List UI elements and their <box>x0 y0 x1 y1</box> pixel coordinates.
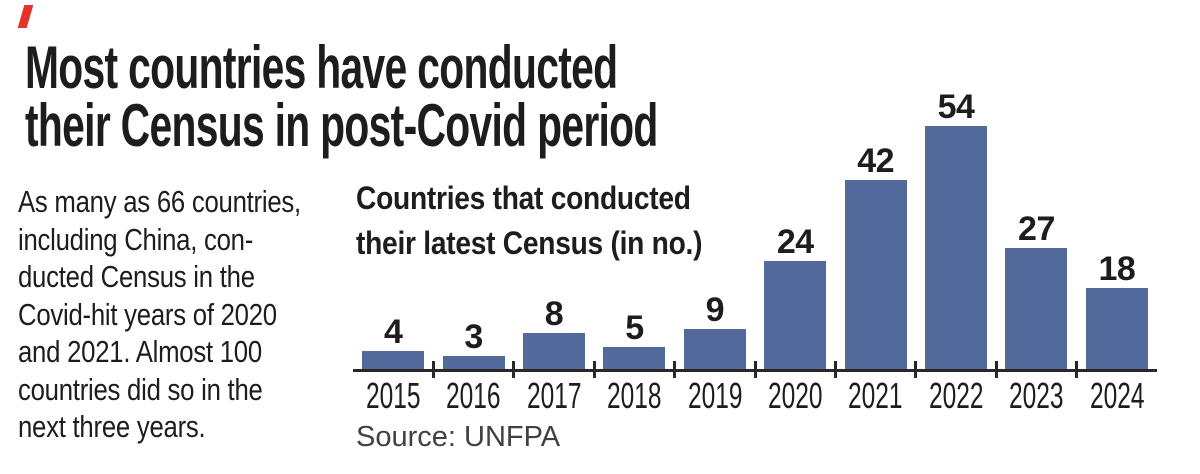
summary-line: ducted Census in the <box>18 259 255 294</box>
bar-2017 <box>523 333 586 369</box>
summary-line: and 2021. Almost 100 <box>18 334 262 369</box>
summary-line: As many as 66 countries, <box>18 184 301 219</box>
x-tick-label-2023: 2023 <box>1009 375 1064 416</box>
bar-slot-2021: 42 <box>835 144 915 369</box>
x-tick-label-2015: 2015 <box>365 375 421 416</box>
bar-slot-2015: 4 <box>353 315 433 369</box>
summary-line: next three years. <box>18 409 206 444</box>
x-tick-label-2016: 2016 <box>446 375 501 416</box>
bar-2018 <box>603 346 666 369</box>
bar-2019 <box>683 328 746 369</box>
x-tick-label-2020: 2020 <box>768 375 823 416</box>
bar-slot-2018: 5 <box>594 308 674 369</box>
bar-slot-2023: 27 <box>996 209 1076 369</box>
bar-slot-2017: 8 <box>514 297 594 369</box>
bar-2023 <box>1005 247 1068 369</box>
page-title: Most countries have conducted their Cens… <box>25 34 658 159</box>
x-tick-label-2018: 2018 <box>607 375 662 416</box>
bar-value-label-2020: 24 <box>776 223 814 261</box>
brand-accent-mark <box>17 5 34 28</box>
chart-title-line-2: their latest Census (in no.) <box>356 225 703 261</box>
bar-slot-2022: 54 <box>916 90 996 369</box>
x-tick-label-2019: 2019 <box>687 375 743 416</box>
bar-value-label-2024: 18 <box>1098 250 1136 288</box>
bar-value-label-2019: 9 <box>705 290 725 329</box>
page-title-line-2: their Census in post-Covid period <box>25 92 658 159</box>
summary-line: including China, con- <box>18 221 254 257</box>
bar-value-label-2023: 27 <box>1018 209 1055 248</box>
x-axis-labels: 2015 2016 2017 2018 2019 2020 2021 2022 2023 2024 <box>353 375 1157 416</box>
x-tick-label-2024: 2024 <box>1089 375 1145 416</box>
bar-slot-2024: 18 <box>1077 252 1157 369</box>
bar-value-label-2015: 4 <box>383 313 403 351</box>
x-tick-label-2022: 2022 <box>928 375 984 416</box>
page-title-line-1: Most countries have conducted <box>25 34 618 101</box>
x-axis-line <box>353 369 1157 372</box>
bar-2015 <box>362 351 425 369</box>
bars-row: 4 3 8 5 9 24 42 54 27 18 <box>353 90 1157 369</box>
summary-line: countries did so in the <box>18 371 263 407</box>
bar-value-label-2022: 54 <box>937 88 975 126</box>
bar-value-label-2016: 3 <box>464 317 483 356</box>
bar-value-label-2018: 5 <box>625 308 644 347</box>
source-note: Source: UNFPA <box>356 421 561 453</box>
bar-2020 <box>764 261 827 369</box>
chart-title: Countries that conducted their latest Ce… <box>356 176 702 266</box>
x-tick-label-2021: 2021 <box>848 375 903 416</box>
summary-text: As many as 66 countries, including China… <box>18 183 301 446</box>
bar-2016 <box>442 355 505 369</box>
x-tick-label-2017: 2017 <box>526 375 582 416</box>
bar-value-label-2021: 42 <box>857 142 895 180</box>
bar-2024 <box>1085 288 1148 369</box>
bar-chart: Countries that conducted their latest Ce… <box>353 0 1157 474</box>
bar-slot-2020: 24 <box>755 225 835 369</box>
bar-2021 <box>844 180 907 369</box>
summary-line: Covid-hit years of 2020 <box>18 296 277 332</box>
bar-slot-2019: 9 <box>675 290 755 369</box>
bar-2022 <box>925 126 988 369</box>
chart-title-line-1: Countries that conducted <box>356 180 691 216</box>
bar-value-label-2017: 8 <box>544 295 564 333</box>
bar-slot-2016: 3 <box>433 317 513 369</box>
